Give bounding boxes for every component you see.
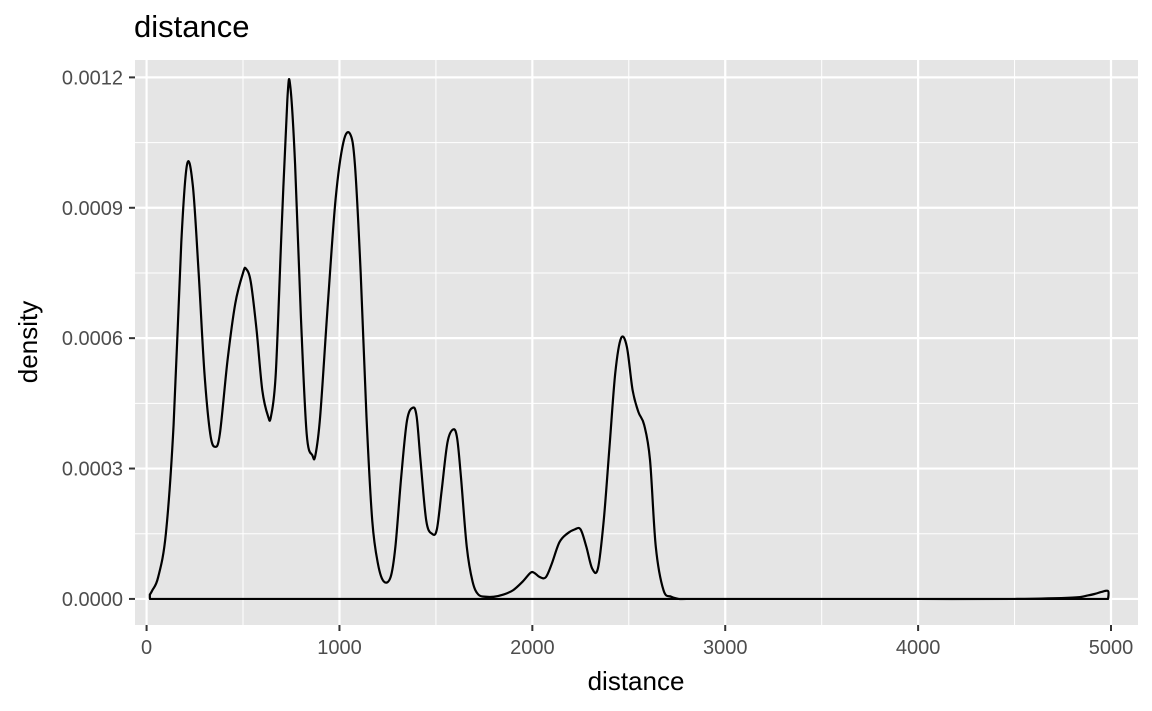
y-tick-label: 0.0006 bbox=[62, 328, 123, 350]
x-axis-title: distance bbox=[588, 666, 685, 696]
y-tick-label: 0.0000 bbox=[62, 589, 123, 611]
x-tick-label: 4000 bbox=[896, 637, 941, 659]
y-tick-label: 0.0012 bbox=[62, 67, 123, 89]
y-tick-labels: 0.0000 0.0003 0.0006 0.0009 0.0012 bbox=[62, 67, 123, 611]
x-tick-labels: 0 1000 2000 3000 4000 5000 bbox=[141, 637, 1133, 659]
x-axis-ticks bbox=[145, 625, 1112, 631]
density-curve bbox=[148, 78, 1110, 601]
x-tick-label: 1000 bbox=[317, 637, 362, 659]
y-axis-ticks bbox=[129, 76, 135, 600]
y-tick-label: 0.0009 bbox=[62, 198, 123, 220]
x-tick-label: 3000 bbox=[703, 637, 748, 659]
x-tick-label: 5000 bbox=[1089, 637, 1134, 659]
x-tick-label: 2000 bbox=[510, 637, 555, 659]
chart-title: distance bbox=[134, 9, 249, 44]
y-axis-title: density bbox=[13, 301, 43, 383]
x-tick-label: 0 bbox=[141, 637, 152, 659]
y-tick-label: 0.0003 bbox=[62, 459, 123, 481]
